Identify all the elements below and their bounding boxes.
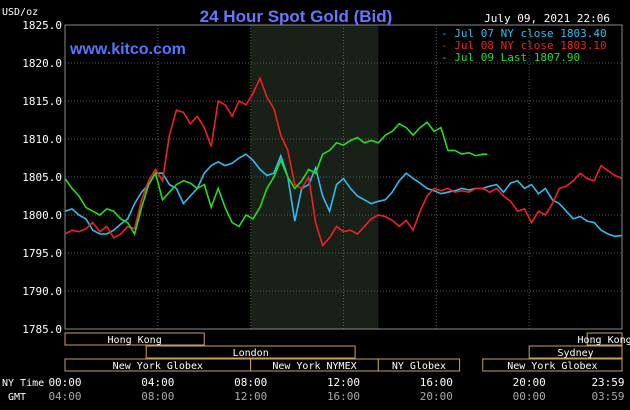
session-bar (528, 345, 623, 359)
y-tick-label: 1795.0 (22, 247, 62, 260)
session-bar (145, 345, 356, 359)
series-line-jul-08 (64, 76, 623, 247)
x-tick-label-gmt: 04:00 (48, 390, 81, 403)
x-tick-label-ny: 00:00 (48, 376, 81, 389)
y-tick-label: 1785.0 (22, 323, 62, 336)
x-tick-label-gmt: 03:59 (591, 390, 624, 403)
session-label: London (233, 348, 269, 359)
x-tick-label-ny: 12:00 (327, 376, 360, 389)
plot-border (64, 24, 623, 330)
y-tick-label: 1790.0 (22, 285, 62, 298)
session-label: Hong Kong (108, 335, 162, 346)
ny-time-label: NY Time (2, 378, 44, 389)
legend-entry: - Jul 07 NY close 1803.40 (441, 27, 607, 40)
chart-timestamp: July 09, 2021 22:06 (484, 12, 610, 25)
session-label: New York NYMEX (272, 361, 356, 372)
session-bars: Hong Kong Hong Kong London Sydney New York G… (64, 332, 630, 372)
y-axis: 1825.0 1820.0 1815.0 1810.0 1805.0 1800.0 1795… (22, 19, 62, 336)
y-tick-label: 1820.0 (22, 57, 62, 70)
y-tick-label: 1805.0 (22, 171, 62, 184)
series-lines (64, 76, 623, 247)
chart-title: 24 Hour Spot Gold (Bid) (200, 7, 393, 26)
y-tick-label: 1810.0 (22, 133, 62, 146)
x-tick-label-ny: 16:00 (420, 376, 453, 389)
grid (64, 24, 623, 330)
gmt-label: GMT (8, 392, 26, 403)
session-label: Sydney (558, 348, 594, 359)
y-tick-label: 1825.0 (22, 19, 62, 32)
session-label: New York Globex (113, 361, 203, 372)
session-bar (586, 332, 623, 346)
y-tick-label: 1815.0 (22, 95, 62, 108)
x-tick-label-gmt: 12:00 (234, 390, 267, 403)
session-label: New York Globex (507, 361, 597, 372)
x-tick-label-gmt: 08:00 (141, 390, 174, 403)
series-line-jul-09 (64, 121, 488, 237)
x-tick-label-ny: 23:59 (591, 376, 624, 389)
y-axis-label: USD/oz (2, 7, 38, 18)
x-axis: NY TimeGMT00:0004:0004:0008:0008:0012:00… (2, 376, 625, 403)
source-watermark: www.kitco.com (69, 41, 186, 58)
session-bar (482, 358, 623, 372)
session-bar (64, 332, 205, 346)
x-tick-label-ny: 08:00 (234, 376, 267, 389)
session-bar (377, 358, 461, 372)
legend-entry: - Jul 08 NY close 1803.10 (441, 39, 607, 52)
x-tick-label-ny: 20:00 (513, 376, 546, 389)
legend: - Jul 07 NY close 1803.40- Jul 08 NY clo… (441, 27, 607, 64)
x-tick-label-gmt: 20:00 (420, 390, 453, 403)
session-label: Hong Kong (578, 335, 630, 346)
x-tick-label-gmt: 00:00 (513, 390, 546, 403)
session-label: NY Globex (392, 361, 446, 372)
y-tick-label: 1800.0 (22, 209, 62, 222)
x-tick-label-ny: 04:00 (141, 376, 174, 389)
legend-entry: - Jul 09 Last 1807.90 (441, 51, 580, 64)
x-tick-label-gmt: 16:00 (327, 390, 360, 403)
